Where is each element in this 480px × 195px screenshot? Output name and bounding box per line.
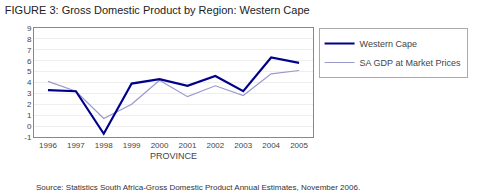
- svg-text:6: 6: [27, 57, 32, 66]
- svg-text:2004: 2004: [262, 141, 280, 150]
- svg-text:1997: 1997: [67, 141, 85, 150]
- svg-text:2002: 2002: [206, 141, 224, 150]
- svg-text:9: 9: [27, 24, 32, 33]
- svg-text:1999: 1999: [123, 141, 141, 150]
- svg-text:Source: Statistics South Afric: Source: Statistics South Africa-Gross Do…: [36, 183, 360, 192]
- svg-text:0: 0: [27, 122, 32, 131]
- svg-text:2003: 2003: [234, 141, 252, 150]
- svg-text:2: 2: [27, 100, 32, 109]
- svg-text:PROVINCE: PROVINCE: [150, 151, 197, 161]
- svg-text:1: 1: [27, 111, 32, 120]
- svg-text:1998: 1998: [95, 141, 113, 150]
- svg-text:Western Cape: Western Cape: [360, 39, 417, 49]
- svg-text:8: 8: [27, 35, 32, 44]
- svg-text:7: 7: [27, 46, 32, 55]
- svg-text:2001: 2001: [179, 141, 197, 150]
- svg-text:1996: 1996: [39, 141, 57, 150]
- svg-text:5: 5: [27, 67, 32, 76]
- svg-text:2000: 2000: [151, 141, 169, 150]
- svg-text:4: 4: [27, 78, 32, 87]
- svg-text:3: 3: [27, 89, 32, 98]
- svg-text:2005: 2005: [290, 141, 308, 150]
- svg-text:-1: -1: [24, 133, 32, 142]
- svg-text:SA GDP at Market Prices: SA GDP at Market Prices: [360, 58, 461, 68]
- svg-text:FIGURE 3: Gross Domestic Produ: FIGURE 3: Gross Domestic Product by Regi…: [5, 4, 310, 16]
